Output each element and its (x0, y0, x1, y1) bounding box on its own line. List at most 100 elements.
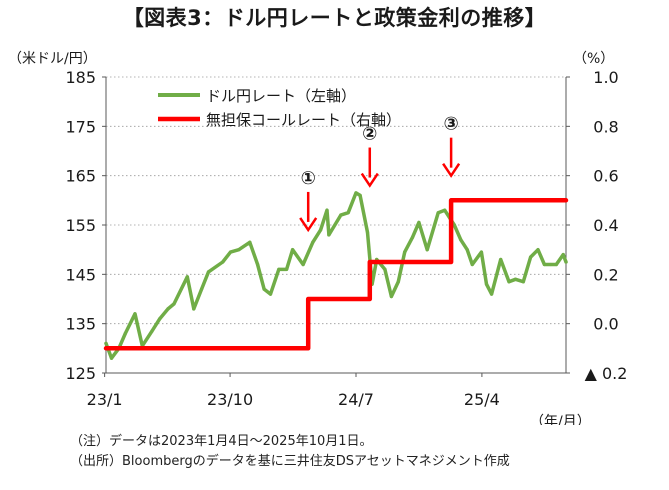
data-point-1 (365, 230, 370, 234)
data-point-1 (166, 307, 170, 311)
x-tick-label: 25/4 (464, 390, 500, 409)
data-point-1 (301, 262, 305, 267)
data-point-1 (507, 280, 511, 284)
data-point-1 (290, 248, 295, 252)
data-point-1 (358, 193, 362, 197)
right-tick-label: 1.0 (593, 68, 618, 87)
data-point-1 (542, 262, 547, 267)
series-layer (103, 191, 569, 360)
data-point-1 (133, 312, 137, 316)
data-point-1 (158, 317, 162, 321)
data-point-1 (459, 238, 463, 242)
data-point-1 (354, 191, 358, 195)
left-tick-label: 175 (65, 117, 96, 136)
data-point-1 (465, 248, 469, 252)
data-point-1 (452, 223, 456, 227)
data-point-1 (284, 267, 289, 271)
legend-label-1: ドル円レート（左軸） (206, 87, 356, 105)
data-point-1 (199, 287, 204, 291)
annotation-label-2: ② (362, 124, 377, 145)
data-point-1 (403, 250, 407, 254)
x-tick-label: 23/10 (207, 390, 253, 409)
right-tick-label: 0.8 (593, 117, 618, 136)
annotation-label-3: ③ (443, 114, 458, 135)
data-point-1 (221, 260, 225, 264)
data-point-1 (436, 211, 440, 215)
annotation-label-1: ① (301, 168, 316, 189)
x-tick-label: 24/7 (338, 390, 374, 409)
right-tick-label: ▲ 0.2 (585, 364, 628, 383)
left-tick-label: 165 (65, 167, 96, 186)
data-point-1 (277, 267, 281, 271)
data-point-1 (499, 257, 503, 262)
data-point-1 (513, 277, 518, 281)
data-point-1 (262, 287, 266, 291)
data-point-1 (396, 280, 400, 284)
data-point-1 (109, 356, 114, 360)
data-point-1 (521, 280, 525, 284)
series-line-2 (103, 198, 569, 351)
data-point-1 (228, 250, 233, 254)
chart-title: 【図表3：ドル円レートと政策金利の推移】 (122, 6, 547, 30)
data-point-1 (417, 220, 421, 225)
data-point-1 (479, 250, 484, 254)
data-point-1 (549, 262, 553, 267)
axes: 125 135 145 155 165 175 185 ▲ 0.2 0.0 0.2 0.4 0.6 0.… (8, 51, 627, 425)
left-tick-label: 135 (65, 315, 96, 334)
data-point-1 (554, 262, 558, 267)
right-axis-unit: （%） (573, 51, 614, 67)
x-axis-unit: （年/月） (530, 414, 591, 425)
right-tick-label: 0.2 (593, 265, 618, 284)
legend-label-2: 無担保コールレート（右軸） (206, 111, 401, 129)
data-point-1 (206, 270, 211, 274)
left-tick-label: 145 (65, 265, 96, 284)
data-point-1 (311, 240, 315, 244)
data-point-1 (104, 341, 108, 345)
data-point-1 (484, 282, 489, 286)
data-point-1 (346, 211, 350, 215)
right-tick-label: 0.6 (593, 167, 618, 186)
data-point-1 (237, 248, 241, 252)
data-point-1 (325, 208, 329, 212)
right-tick-label: 0.0 (593, 315, 618, 334)
data-point-1 (536, 248, 540, 252)
x-tick-label: 23/1 (87, 390, 123, 409)
left-axis-unit: （米ドル/円） (8, 51, 97, 67)
data-point-1 (425, 248, 429, 252)
annotations: ① ② ③ (299, 114, 461, 233)
data-point-1 (443, 208, 447, 212)
data-point-1 (489, 292, 494, 296)
data-point-1 (248, 240, 252, 244)
data-point-1 (339, 213, 343, 217)
data-point-1 (470, 262, 474, 267)
data-point-1 (150, 329, 154, 333)
data-point-1 (327, 233, 331, 237)
left-tick-label: 125 (65, 364, 96, 383)
legend: ドル円レート（左軸） 無担保コールレート（右軸） (158, 87, 401, 129)
data-point-1 (389, 294, 393, 299)
data-point-1 (256, 262, 260, 267)
data-point-1 (383, 267, 387, 271)
gridlines (106, 76, 566, 325)
note-source: （出所）Bloombergのデータを基に三井住友DSアセットマネジメント作成 (70, 454, 510, 469)
data-point-1 (319, 228, 323, 232)
data-point-1 (123, 331, 127, 336)
data-point-1 (529, 255, 533, 259)
right-tick-label: 0.4 (593, 216, 618, 235)
data-point-1 (185, 275, 189, 279)
annotation-arrow-head-2 (360, 172, 379, 188)
annotation-arrow-head-3 (442, 162, 461, 178)
data-point-1 (410, 235, 415, 239)
chart-svg: 125 135 145 155 165 175 185 ▲ 0.2 0.0 0.2 0.4 0.6 0.… (8, 51, 627, 425)
note-data-period: （注）データは2023年1月4日～2025年10月1日。 (70, 434, 373, 449)
data-point-1 (561, 253, 565, 257)
series-line-1 (104, 191, 568, 360)
data-point-1 (564, 260, 568, 264)
left-tick-label: 155 (65, 216, 96, 235)
data-point-1 (268, 292, 273, 296)
data-point-1 (192, 307, 196, 311)
data-point-1 (172, 302, 176, 306)
left-tick-label: 185 (65, 68, 96, 87)
annotation-arrow-head-1 (299, 217, 318, 233)
